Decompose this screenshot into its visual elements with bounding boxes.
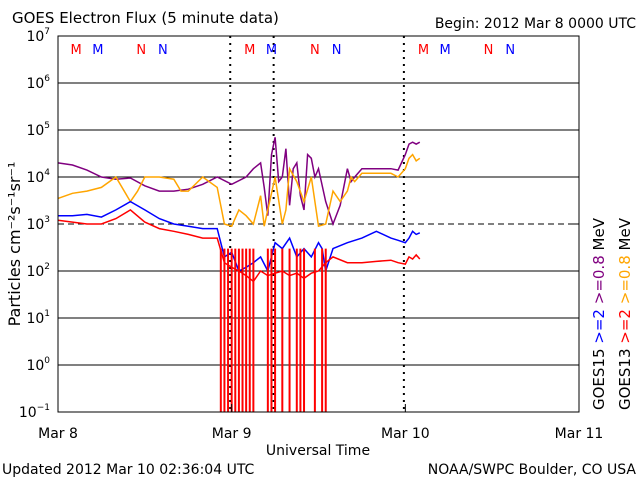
y-tick-label: 102 [26, 262, 50, 280]
begin-label: Begin: 2012 Mar 8 0000 UTC [435, 16, 636, 32]
top-marker: M [92, 43, 103, 58]
x-tick-label: Mar 9 [212, 426, 252, 442]
top-marker: N [136, 43, 146, 58]
y-tick-label: 106 [26, 74, 50, 92]
top-marker: M [244, 43, 255, 58]
y-tick-labels: 10−1 100 101 102 103 104 105 106 107 [19, 27, 579, 421]
y-tick-label: 100 [26, 356, 50, 374]
day-boundary-markers [229, 36, 405, 412]
legend-entry: >=2 [616, 309, 634, 348]
x-axis-label: Universal Time [266, 443, 370, 459]
y-tick-label: 101 [26, 309, 50, 327]
y-axis-label: Particles cm⁻²s⁻¹sr⁻¹ [5, 162, 24, 327]
x-tick-labels: Mar 8 Mar 9 Mar 10 Mar 11 [38, 404, 603, 442]
legend-entry: MeV [616, 217, 634, 255]
chart-title: GOES Electron Flux (5 minute data) [12, 9, 279, 27]
x-tick-label: Mar 8 [38, 426, 78, 442]
legend-entry: GOES13 [616, 348, 634, 410]
y-tick-label: 103 [26, 215, 50, 233]
y-tick-label: 104 [26, 168, 50, 186]
y-tick-label: 10−1 [19, 403, 50, 421]
y-tick-label: 107 [26, 27, 50, 45]
x-tick-label: Mar 11 [555, 426, 604, 442]
top-marker: N [505, 43, 515, 58]
legend-entry: MeV [590, 217, 608, 255]
legend-entry: >=0.8 [590, 255, 608, 309]
top-marker: N [310, 43, 320, 58]
y-tick-label: 105 [26, 121, 50, 139]
legend-column: GOES15 >=2 >=0.8 MeV [590, 217, 608, 410]
legend-entry: >=2 [590, 309, 608, 348]
series-line [58, 200, 421, 274]
legend-entry: GOES15 [590, 348, 608, 410]
top-marker: N [158, 43, 168, 58]
x-tick-label: Mar 10 [381, 426, 430, 442]
credit-label: NOAA/SWPC Boulder, CO USA [428, 462, 637, 478]
dropout-spikes [219, 248, 327, 412]
legend-column: GOES13 >=2 >=0.8 MeV [616, 217, 634, 410]
legend-entry: >=0.8 [616, 255, 634, 309]
top-marker: N [332, 43, 342, 58]
top-marker: M [266, 43, 277, 58]
plot-frame [57, 35, 580, 413]
series-group [57, 137, 421, 412]
updated-label: Updated 2012 Mar 10 02:36:04 UTC [2, 462, 255, 478]
top-marker: M [440, 43, 451, 58]
series-line [57, 153, 421, 228]
top-marker: M [418, 43, 429, 58]
top-marker: M [70, 43, 81, 58]
top-marker: N [484, 43, 494, 58]
series-line [57, 137, 421, 227]
